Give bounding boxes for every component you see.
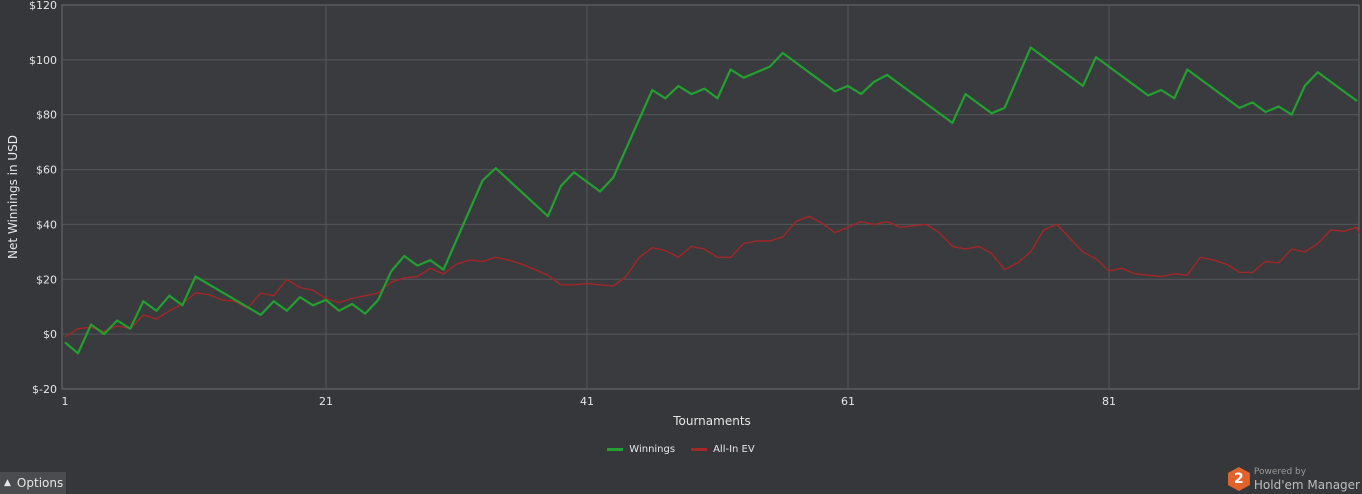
legend-item-winnings[interactable]: Winnings [607,444,675,455]
x-tick-label: 21 [319,395,333,408]
x-axis-ticks: 1 21 41 61 81 [62,395,1117,408]
x-tick-label: 61 [841,395,855,408]
brand-text: Powered by Hold'em Manager [1253,466,1360,492]
y-tick-label: $20 [36,273,57,286]
series-line-all-in-ev [64,215,1360,338]
plot-area [61,4,1360,390]
y-tick-label: $40 [36,218,57,231]
options-label: Options [16,476,64,490]
caret-up-icon: ▲ [4,478,11,488]
holdem-manager-branding: 2 Powered by Hold'em Manager [1227,464,1360,494]
brand-name: Hold'em Manager [1253,477,1360,492]
legend-swatch-all-in-ev [691,448,708,451]
options-button[interactable]: ▲ Options [0,472,66,494]
legend-item-all-in-ev[interactable]: All-In EV [691,444,755,455]
x-tick-label: 1 [62,395,69,408]
x-tick-label: 41 [580,395,594,408]
net-winnings-chart: $-20 $0 $20 $40 $60 $80 $100 $120 1 21 41 61 81 Net… [6,0,1360,428]
y-tick-label: $0 [43,328,57,341]
x-axis-title: Tournaments [672,414,751,428]
series-line-winnings [64,46,1358,355]
hm2-logo-icon: 2 [1227,467,1250,491]
legend-label-all-in-ev: All-In EV [713,444,755,455]
chart-grid [61,4,1360,390]
legend-label-winnings: Winnings [629,444,676,455]
y-axis-ticks: $-20 $0 $20 $40 $60 $80 $100 $120 [29,0,57,396]
powered-by-label: Powered by [1253,466,1307,477]
y-tick-label: $100 [29,54,57,67]
y-tick-label: $60 [36,164,57,177]
series-lines [64,46,1360,355]
y-tick-label: $-20 [32,383,57,396]
x-tick-label: 81 [1102,395,1116,408]
chart-legend: Winnings All-In EV [0,444,1362,455]
y-axis-title: Net Winnings in USD [6,135,20,259]
y-tick-label: $120 [29,0,57,12]
legend-swatch-winnings [607,448,624,451]
y-tick-label: $80 [36,109,57,122]
